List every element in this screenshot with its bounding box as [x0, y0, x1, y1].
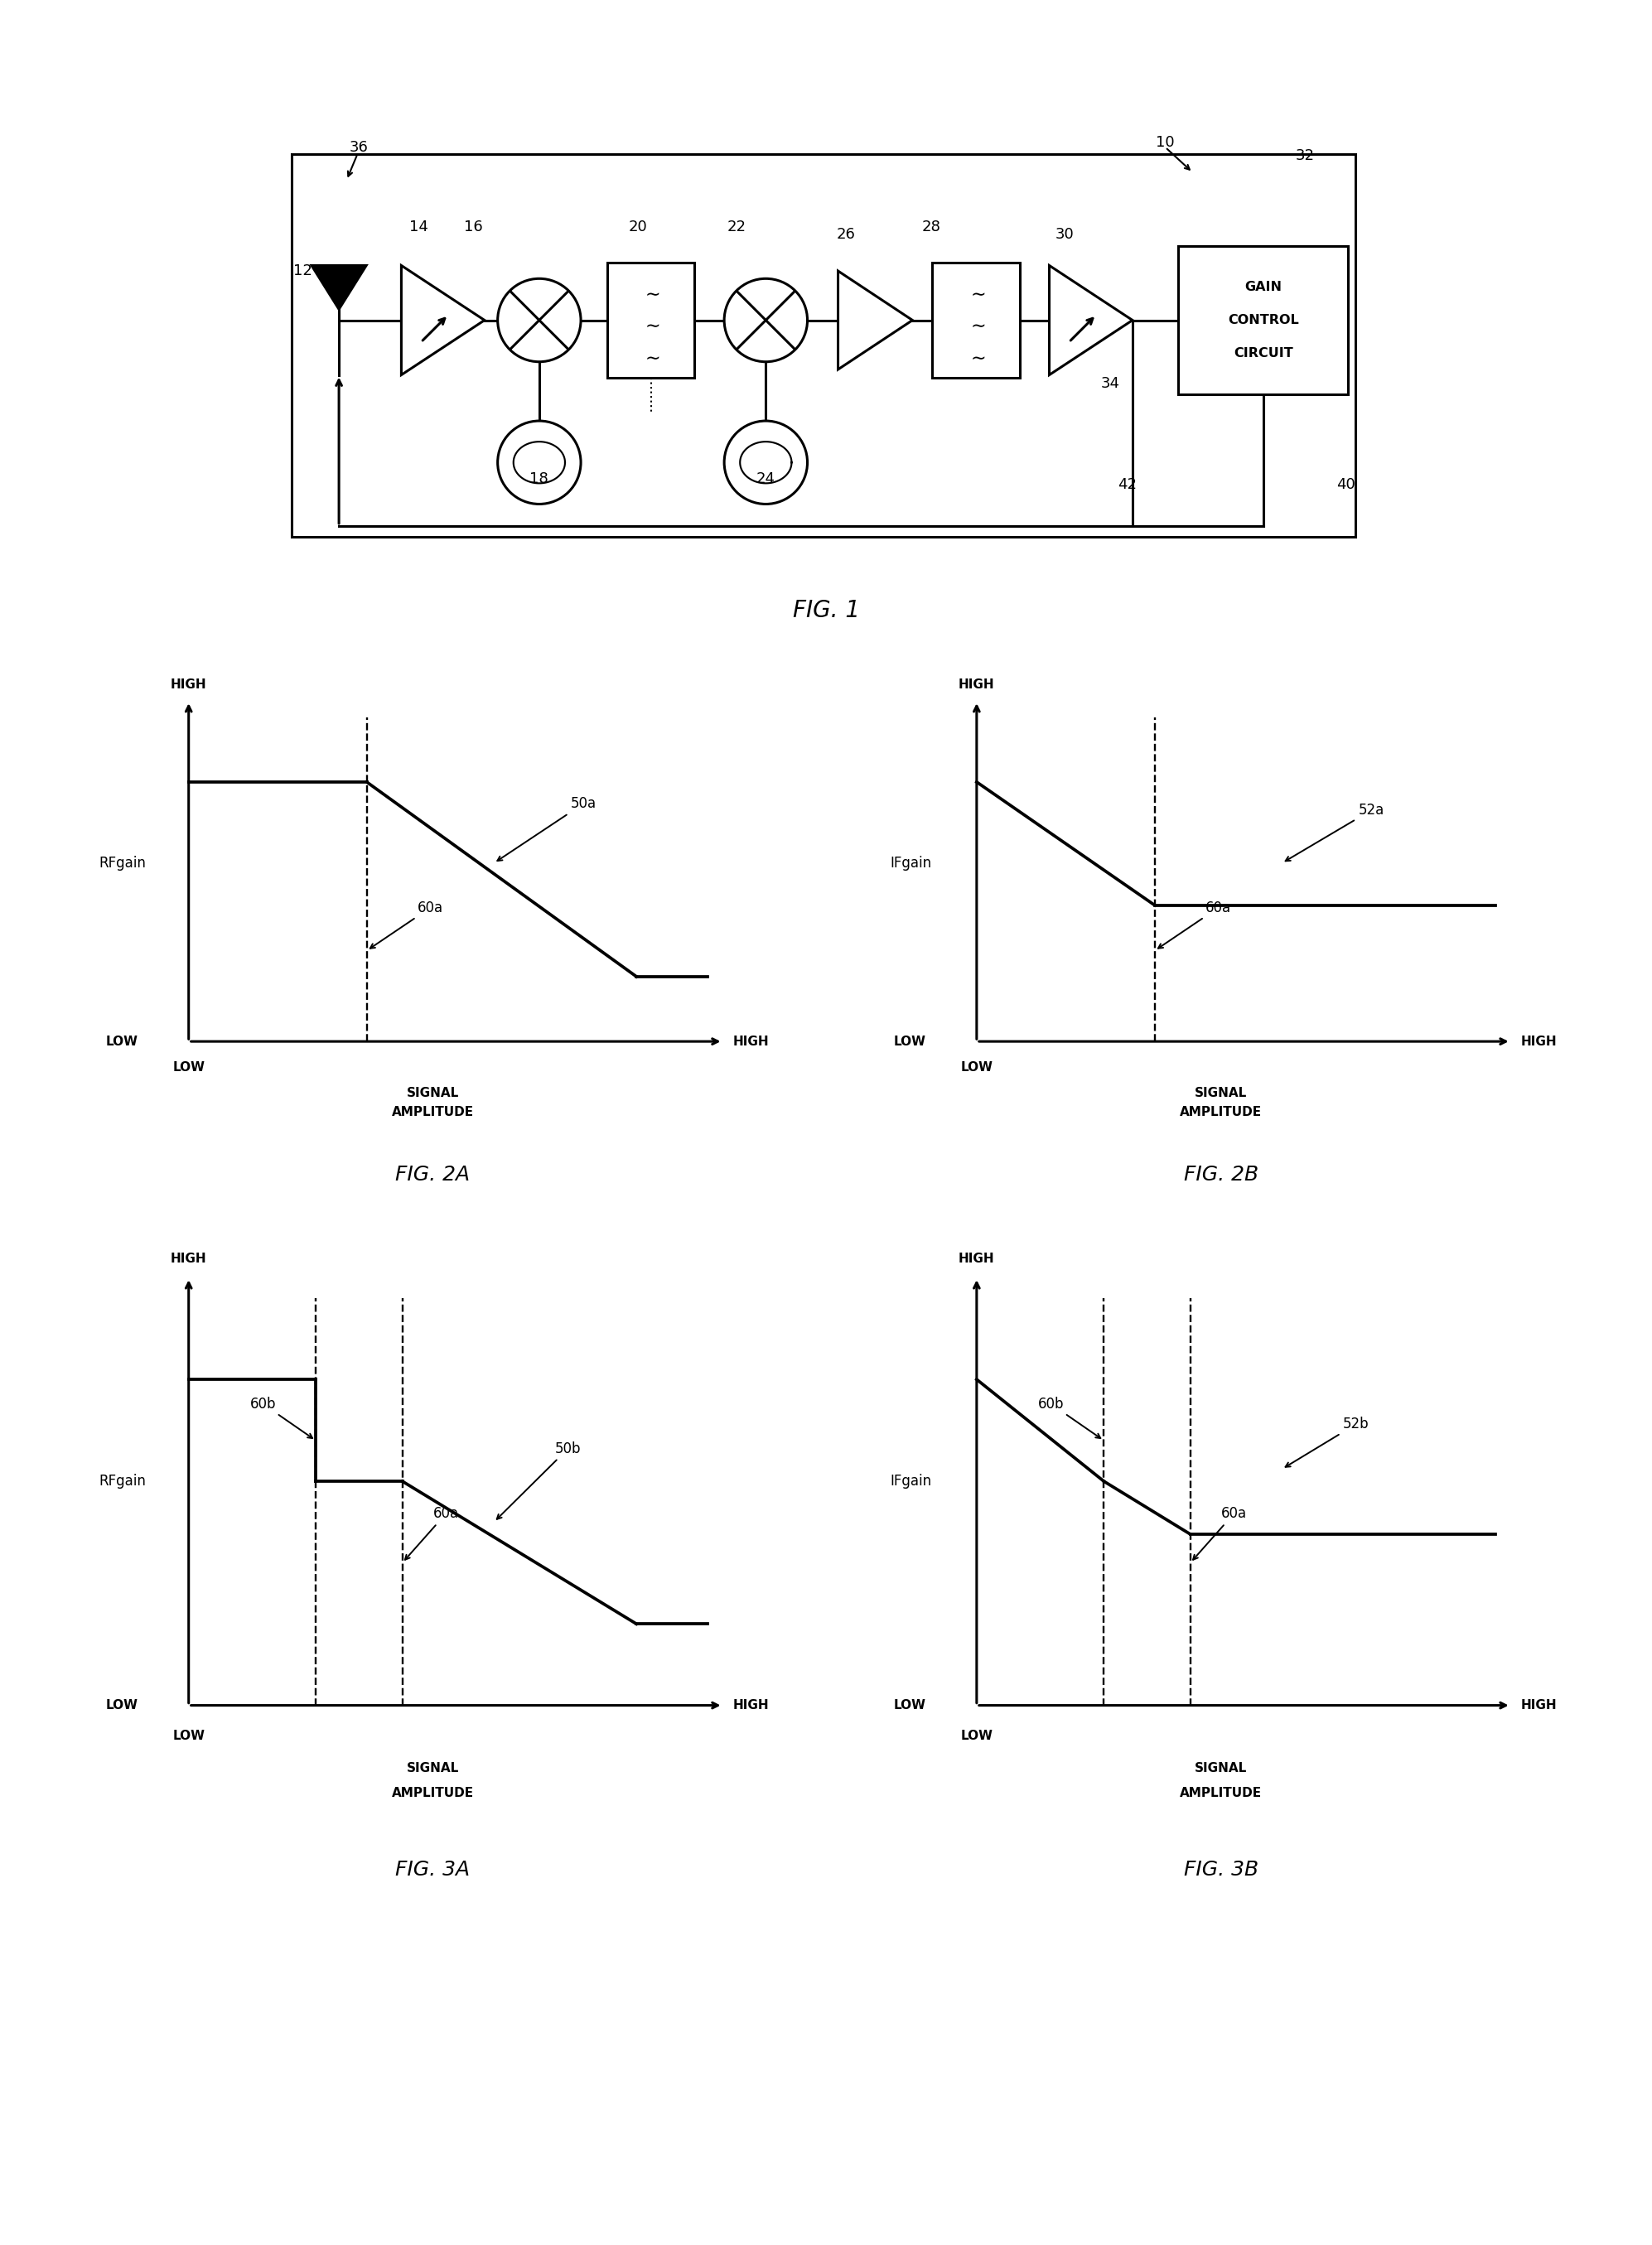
Text: CIRCUIT: CIRCUIT [1234, 346, 1294, 359]
Text: FIG. 3A: FIG. 3A [395, 1861, 471, 1879]
Text: $\sim$: $\sim$ [966, 317, 985, 335]
Text: HIGH: HIGH [170, 678, 206, 691]
Text: 34: 34 [1100, 377, 1120, 391]
Text: 52a: 52a [1285, 804, 1384, 862]
Text: SIGNAL: SIGNAL [1194, 1762, 1247, 1776]
Text: FIG. 1: FIG. 1 [793, 599, 859, 622]
Text: 60a: 60a [1193, 1506, 1247, 1560]
Text: 60a: 60a [1158, 900, 1231, 947]
Text: 10: 10 [1156, 135, 1175, 150]
Text: GAIN: GAIN [1244, 281, 1282, 294]
Circle shape [497, 420, 582, 505]
Text: IFgain: IFgain [890, 1473, 932, 1488]
Text: HIGH: HIGH [170, 1253, 206, 1266]
Text: LOW: LOW [894, 1035, 925, 1048]
Text: SIGNAL: SIGNAL [406, 1087, 459, 1100]
Polygon shape [838, 272, 912, 370]
Text: 50b: 50b [497, 1441, 582, 1520]
Text: HIGH: HIGH [733, 1699, 770, 1711]
Text: 42: 42 [1117, 476, 1137, 492]
Text: 12: 12 [294, 263, 312, 278]
Text: 60a: 60a [405, 1506, 459, 1560]
Bar [606, 263, 694, 377]
Text: 14: 14 [410, 220, 428, 236]
Text: SIGNAL: SIGNAL [1194, 1087, 1247, 1100]
Text: 24: 24 [757, 471, 775, 487]
Text: LOW: LOW [960, 1062, 993, 1073]
Text: FIG. 3B: FIG. 3B [1183, 1861, 1259, 1879]
Text: 32: 32 [1295, 148, 1315, 164]
Bar [932, 263, 1019, 377]
Text: AMPLITUDE: AMPLITUDE [1180, 1787, 1262, 1798]
Text: FIG. 2B: FIG. 2B [1183, 1165, 1259, 1185]
Text: AMPLITUDE: AMPLITUDE [392, 1107, 474, 1118]
Text: 20: 20 [628, 220, 648, 236]
Text: LOW: LOW [172, 1731, 205, 1742]
Polygon shape [1049, 265, 1133, 375]
Text: 36: 36 [349, 139, 368, 155]
Text: 18: 18 [530, 471, 548, 487]
Text: AMPLITUDE: AMPLITUDE [392, 1787, 474, 1798]
Text: LOW: LOW [172, 1062, 205, 1073]
Text: FIG. 2A: FIG. 2A [395, 1165, 471, 1185]
Text: HIGH: HIGH [1521, 1035, 1558, 1048]
Text: 60b: 60b [249, 1396, 312, 1439]
Text: HIGH: HIGH [1521, 1699, 1558, 1711]
Text: LOW: LOW [106, 1035, 137, 1048]
Text: RFgain: RFgain [99, 1473, 145, 1488]
Text: 22: 22 [727, 220, 745, 236]
Text: HIGH: HIGH [733, 1035, 770, 1048]
Text: RFgain: RFgain [99, 855, 145, 871]
Text: 28: 28 [922, 220, 940, 236]
Text: HIGH: HIGH [958, 678, 995, 691]
Text: 26: 26 [836, 227, 856, 242]
Text: CONTROL: CONTROL [1227, 314, 1298, 326]
Text: 30: 30 [1056, 227, 1074, 242]
Text: SIGNAL: SIGNAL [406, 1762, 459, 1776]
Text: $\sim$: $\sim$ [641, 350, 661, 366]
Text: 60b: 60b [1037, 1396, 1100, 1439]
Bar [1178, 245, 1348, 395]
Text: LOW: LOW [960, 1731, 993, 1742]
Text: 52b: 52b [1285, 1417, 1370, 1466]
Text: 16: 16 [464, 220, 482, 236]
Circle shape [724, 420, 808, 505]
Text: $\sim$: $\sim$ [966, 285, 985, 303]
Text: 50a: 50a [497, 797, 596, 860]
Text: $\sim$: $\sim$ [966, 350, 985, 366]
Text: $\sim$: $\sim$ [641, 285, 661, 303]
Text: LOW: LOW [106, 1699, 137, 1711]
Text: HIGH: HIGH [958, 1253, 995, 1266]
Polygon shape [312, 265, 367, 310]
Circle shape [724, 278, 808, 361]
Circle shape [497, 278, 582, 361]
Bar [292, 155, 1356, 537]
Text: 40: 40 [1336, 476, 1355, 492]
Text: $\sim$: $\sim$ [641, 317, 661, 335]
Text: IFgain: IFgain [890, 855, 932, 871]
Polygon shape [401, 265, 484, 375]
Text: 60a: 60a [370, 900, 443, 947]
Text: AMPLITUDE: AMPLITUDE [1180, 1107, 1262, 1118]
Text: LOW: LOW [894, 1699, 925, 1711]
